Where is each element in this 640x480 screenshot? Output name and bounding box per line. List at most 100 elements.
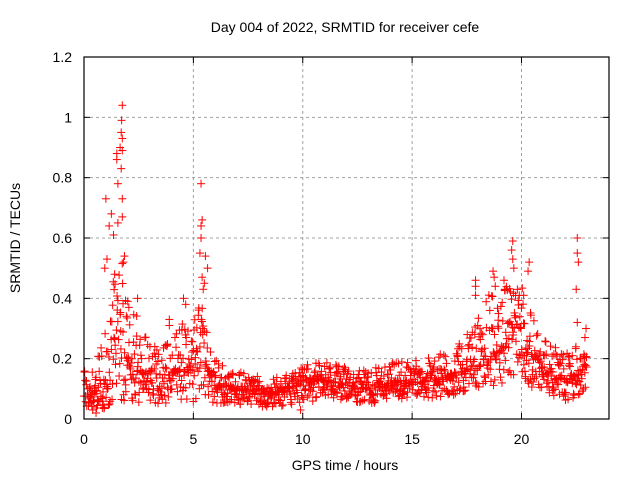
data-point xyxy=(509,330,518,339)
data-point xyxy=(424,354,433,363)
data-point xyxy=(163,340,172,349)
x-tick-label: 5 xyxy=(189,431,197,447)
data-point xyxy=(474,314,483,323)
data-point xyxy=(469,370,478,379)
data-point xyxy=(494,324,503,333)
data-point xyxy=(491,282,500,291)
data-point xyxy=(128,396,137,405)
data-point xyxy=(574,258,583,267)
data-point xyxy=(525,258,534,267)
data-point xyxy=(96,379,105,388)
data-point xyxy=(464,344,473,353)
data-point xyxy=(162,364,171,373)
data-point xyxy=(191,394,200,403)
data-point xyxy=(574,390,583,399)
data-point xyxy=(229,370,238,379)
data-point xyxy=(88,405,97,414)
data-point xyxy=(490,273,499,282)
data-point xyxy=(467,362,476,371)
data-point xyxy=(422,388,431,397)
data-point xyxy=(222,381,231,390)
data-point xyxy=(329,393,338,402)
data-point xyxy=(460,387,469,396)
data-point xyxy=(487,292,496,301)
data-point xyxy=(287,395,296,404)
data-point xyxy=(178,320,187,329)
data-point xyxy=(492,348,501,357)
data-point xyxy=(195,384,204,393)
data-point xyxy=(112,326,121,335)
data-point xyxy=(113,179,122,188)
data-point xyxy=(254,381,263,390)
data-point xyxy=(340,363,349,372)
data-point xyxy=(517,345,526,354)
data-point xyxy=(148,378,157,387)
data-point xyxy=(278,400,287,409)
data-point xyxy=(121,387,130,396)
data-point xyxy=(518,284,527,293)
data-point xyxy=(192,344,201,353)
data-point xyxy=(526,311,535,320)
data-point xyxy=(513,357,522,366)
data-point xyxy=(111,360,120,369)
data-point xyxy=(118,212,127,221)
data-point xyxy=(490,375,499,384)
data-point xyxy=(288,384,297,393)
data-point xyxy=(561,388,570,397)
data-point xyxy=(442,359,451,368)
data-point xyxy=(476,335,485,344)
data-point xyxy=(462,364,471,373)
data-point xyxy=(177,358,186,367)
data-point xyxy=(374,378,383,387)
data-point xyxy=(477,329,486,338)
data-point xyxy=(529,316,538,325)
data-point xyxy=(87,402,96,411)
data-point xyxy=(322,358,331,367)
data-point xyxy=(421,373,430,382)
data-point xyxy=(508,335,517,344)
data-point xyxy=(579,384,588,393)
data-point xyxy=(199,380,208,389)
data-point xyxy=(340,370,349,379)
data-point xyxy=(173,387,182,396)
data-point xyxy=(101,194,110,203)
data-point xyxy=(94,383,103,392)
data-point xyxy=(263,398,272,407)
data-point xyxy=(119,328,128,337)
chart-title: Day 004 of 2022, SRMTID for receiver cef… xyxy=(211,19,480,35)
data-point xyxy=(127,354,136,363)
data-point xyxy=(559,350,568,359)
data-point xyxy=(525,342,534,351)
data-point xyxy=(132,332,141,341)
data-point xyxy=(439,351,448,360)
data-point xyxy=(582,353,591,362)
data-point xyxy=(517,304,526,313)
data-point xyxy=(572,285,581,294)
x-tick-label: 15 xyxy=(404,431,420,447)
data-point xyxy=(234,395,243,404)
data-point xyxy=(109,230,118,239)
data-point xyxy=(197,315,206,324)
data-point xyxy=(194,367,203,376)
data-point xyxy=(117,164,126,173)
data-point xyxy=(152,345,161,354)
data-point xyxy=(100,264,109,273)
data-point xyxy=(570,372,579,381)
data-point xyxy=(429,363,438,372)
data-point xyxy=(255,377,264,386)
data-point xyxy=(536,357,545,366)
data-point xyxy=(106,397,115,406)
data-point xyxy=(466,333,475,342)
data-point xyxy=(508,255,517,264)
data-point xyxy=(573,318,582,327)
data-point xyxy=(303,393,312,402)
data-point xyxy=(474,382,483,391)
data-point xyxy=(519,291,528,300)
data-point xyxy=(528,365,537,374)
data-point xyxy=(196,358,205,367)
data-point xyxy=(107,345,116,354)
data-point xyxy=(436,392,445,401)
data-point xyxy=(558,355,567,364)
y-tick-label: 0.2 xyxy=(53,351,73,367)
data-point xyxy=(304,391,313,400)
